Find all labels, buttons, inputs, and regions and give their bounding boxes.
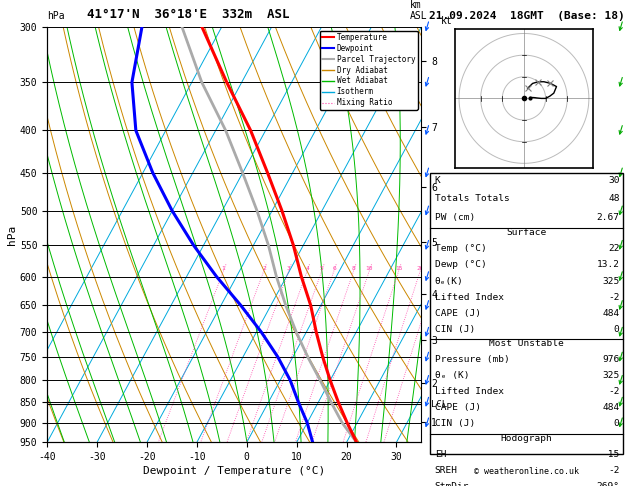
Text: 0: 0	[614, 325, 620, 334]
Text: Pressure (mb): Pressure (mb)	[435, 355, 509, 364]
Text: 484: 484	[603, 403, 620, 413]
Text: 325: 325	[603, 277, 620, 286]
Text: km
ASL: km ASL	[410, 0, 428, 21]
Text: -2: -2	[608, 466, 620, 475]
Text: 976: 976	[603, 355, 620, 364]
Text: Temp (°C): Temp (°C)	[435, 244, 486, 254]
Text: CAPE (J): CAPE (J)	[435, 403, 481, 413]
Text: 10: 10	[365, 265, 373, 271]
Text: Totals Totals: Totals Totals	[435, 194, 509, 204]
Text: 5: 5	[320, 265, 324, 271]
Text: © weatheronline.co.uk: © weatheronline.co.uk	[474, 467, 579, 476]
Text: -2: -2	[608, 293, 620, 302]
Text: 2.67: 2.67	[596, 213, 620, 222]
Text: 4: 4	[305, 265, 309, 271]
Text: 1: 1	[221, 265, 225, 271]
Text: 269°: 269°	[596, 482, 620, 486]
Text: Most Unstable: Most Unstable	[489, 339, 564, 348]
Text: 41°17'N  36°18'E  332m  ASL: 41°17'N 36°18'E 332m ASL	[87, 8, 290, 21]
Text: 484: 484	[603, 309, 620, 318]
Text: 3: 3	[287, 265, 291, 271]
Text: -2: -2	[608, 387, 620, 397]
Text: hPa: hPa	[47, 11, 65, 21]
X-axis label: Dewpoint / Temperature (°C): Dewpoint / Temperature (°C)	[143, 466, 325, 476]
Text: PW (cm): PW (cm)	[435, 213, 475, 222]
Text: Dewp (°C): Dewp (°C)	[435, 260, 486, 270]
Text: kt: kt	[441, 17, 453, 26]
Text: θₑ(K): θₑ(K)	[435, 277, 464, 286]
Text: θₑ (K): θₑ (K)	[435, 371, 469, 381]
Legend: Temperature, Dewpoint, Parcel Trajectory, Dry Adiabat, Wet Adiabat, Isotherm, Mi: Temperature, Dewpoint, Parcel Trajectory…	[320, 31, 418, 109]
Text: 15: 15	[395, 265, 403, 271]
Text: 8: 8	[352, 265, 355, 271]
Text: Lifted Index: Lifted Index	[435, 293, 504, 302]
Text: 0: 0	[614, 419, 620, 429]
Text: SREH: SREH	[435, 466, 458, 475]
Text: -15: -15	[603, 450, 620, 459]
Text: Surface: Surface	[506, 228, 546, 238]
Text: LCL: LCL	[431, 400, 447, 409]
Text: 6: 6	[332, 265, 336, 271]
Text: StmDir: StmDir	[435, 482, 469, 486]
Text: CIN (J): CIN (J)	[435, 419, 475, 429]
Text: 13.2: 13.2	[596, 260, 620, 270]
Text: 325: 325	[603, 371, 620, 381]
Text: CAPE (J): CAPE (J)	[435, 309, 481, 318]
Text: Lifted Index: Lifted Index	[435, 387, 504, 397]
Text: 21.09.2024  18GMT  (Base: 18): 21.09.2024 18GMT (Base: 18)	[429, 11, 625, 21]
Text: K: K	[435, 176, 440, 185]
Text: Hodograph: Hodograph	[500, 434, 552, 443]
Text: EH: EH	[435, 450, 446, 459]
Text: 2: 2	[262, 265, 266, 271]
Text: 22: 22	[608, 244, 620, 254]
Text: CIN (J): CIN (J)	[435, 325, 475, 334]
Text: 20: 20	[416, 265, 424, 271]
Text: 48: 48	[608, 194, 620, 204]
Text: 30: 30	[608, 176, 620, 185]
Y-axis label: hPa: hPa	[7, 225, 17, 244]
